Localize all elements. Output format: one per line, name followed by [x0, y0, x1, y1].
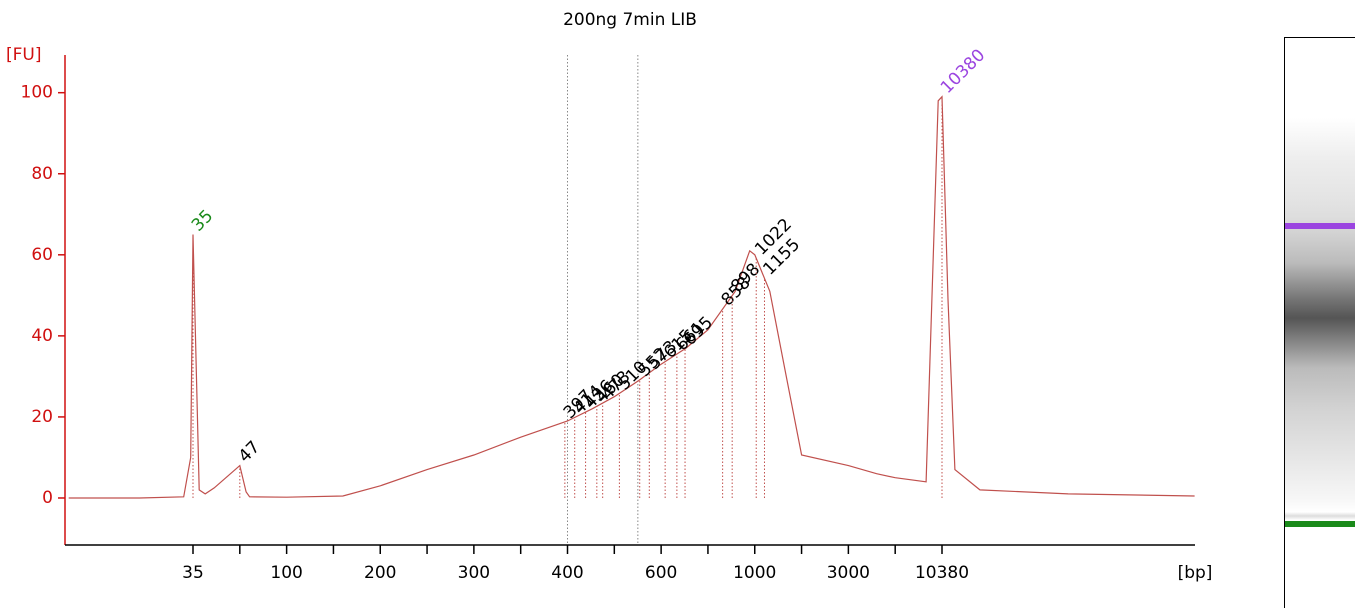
x-axis-label: [bp] [1178, 563, 1213, 583]
gel-lane [1284, 37, 1355, 608]
x-tick-label: 10380 [915, 563, 969, 583]
lower-marker-band [1285, 521, 1355, 527]
upper-marker-band [1285, 223, 1355, 229]
y-tick-label: 40 [31, 326, 53, 346]
chart: 200ng 7min LIB [FU] [bp] 0 20 40 60 80 100 35 1… [6, 10, 1213, 583]
x-tick-label: 300 [458, 563, 490, 583]
y-tick-label: 20 [31, 407, 53, 427]
y-tick-label: 100 [21, 83, 53, 103]
x-tick-label: 200 [364, 563, 396, 583]
peak-label: 35 [188, 206, 217, 235]
x-tick-label: 1000 [733, 563, 776, 583]
chart-title: 200ng 7min LIB [563, 10, 697, 30]
x-tick-label: 3000 [827, 563, 870, 583]
x-tick-label: 35 [182, 563, 204, 583]
x-tick-label: 400 [551, 563, 583, 583]
x-tick-label: 100 [270, 563, 302, 583]
peak-label: 10380 [937, 45, 989, 97]
y-tick-label: 0 [42, 488, 53, 508]
y-tick-label: 80 [31, 164, 53, 184]
trace [68, 95, 1195, 499]
y-tick-label: 60 [31, 245, 53, 265]
y-axis-label: [FU] [6, 45, 42, 65]
x-tick-label: 600 [645, 563, 677, 583]
peak-label: 47 [235, 437, 264, 466]
